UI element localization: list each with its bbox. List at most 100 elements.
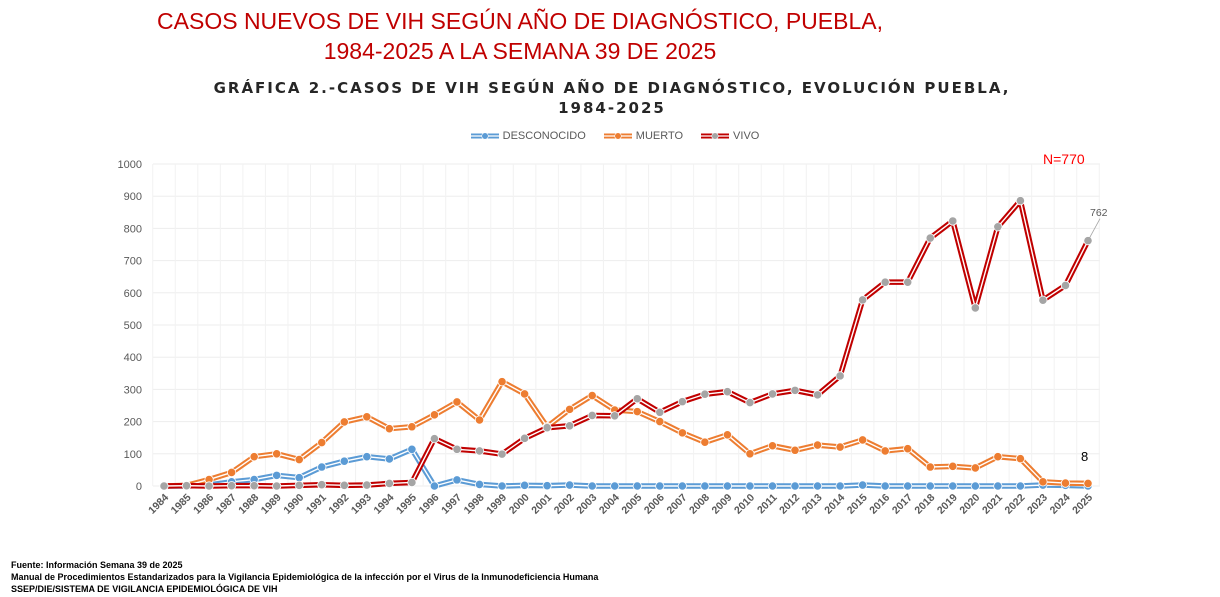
x-tick-label: 1994: [371, 492, 396, 517]
data-point-vivo: [294, 480, 304, 490]
x-tick-label: 2020: [957, 492, 982, 517]
data-point-muerto: [880, 446, 890, 456]
data-point-vivo: [835, 371, 845, 381]
data-point-vivo: [1038, 295, 1048, 305]
x-tick-label: 2011: [755, 492, 780, 517]
x-tick-label: 1988: [236, 492, 261, 517]
data-point-desconocido: [452, 475, 462, 485]
data-point-desconocido: [294, 473, 304, 483]
data-point-desconocido: [497, 481, 507, 491]
x-tick-label: 1992: [326, 492, 351, 517]
data-point-vivo: [452, 444, 462, 454]
data-point-muerto: [677, 428, 687, 438]
data-point-muerto: [1060, 478, 1071, 488]
data-point-muerto: [632, 407, 642, 417]
data-point-vivo: [474, 446, 485, 456]
data-point-vivo: [159, 481, 169, 491]
data-point-vivo: [317, 480, 327, 490]
data-point-muerto: [339, 417, 349, 427]
x-tick-label: 2019: [935, 492, 960, 517]
data-point-muerto: [317, 437, 327, 448]
grid-lines: [152, 163, 1100, 487]
data-point-desconocido: [610, 481, 620, 491]
x-tick-label: 2015: [845, 492, 870, 517]
x-tick-label: 2010: [732, 492, 757, 517]
data-label-vivo-2025: 762: [1090, 207, 1108, 219]
y-tick-label: 500: [124, 320, 142, 332]
legend-item-muerto: MUERTO: [603, 130, 683, 142]
source-footer: Fuente: Información Semana 39 de 2025 Ma…: [11, 559, 598, 595]
x-tick-label: 1985: [169, 492, 194, 517]
data-point-desconocido: [880, 481, 890, 491]
data-point-muerto: [993, 452, 1003, 462]
label-leader-line: [1087, 218, 1101, 241]
x-tick-label: 1984: [146, 492, 171, 517]
x-tick-label: 1999: [484, 492, 509, 517]
data-point-desconocido: [542, 481, 552, 491]
data-point-muerto: [745, 449, 755, 459]
legend-swatch-muerto: [603, 132, 632, 140]
data-point-muerto: [948, 461, 958, 471]
data-point-vivo: [519, 433, 530, 443]
series-desconocido: [159, 444, 1093, 491]
x-axis-ticks: 1984198519861987198819891990199119921993…: [146, 492, 1095, 517]
y-tick-label: 400: [124, 352, 142, 364]
data-point-vivo: [384, 478, 394, 489]
data-point-vivo: [632, 394, 642, 404]
data-point-muerto: [700, 437, 710, 447]
x-tick-label: 1990: [281, 492, 306, 517]
y-tick-label: 800: [124, 223, 142, 235]
y-tick-label: 200: [124, 417, 142, 429]
data-point-desconocido: [272, 470, 282, 480]
data-point-muerto: [858, 435, 868, 445]
y-tick-label: 100: [124, 449, 142, 461]
x-tick-label: 2006: [642, 492, 667, 517]
data-point-vivo: [925, 233, 935, 243]
data-point-vivo: [587, 410, 597, 421]
data-point-muerto: [1015, 454, 1025, 464]
x-tick-label: 1987: [214, 492, 239, 517]
y-tick-label: 0: [136, 481, 142, 493]
legend-swatch-vivo: [701, 132, 730, 140]
x-tick-label: 2004: [597, 492, 622, 517]
x-tick-label: 1997: [439, 492, 464, 517]
data-point-muerto: [294, 454, 304, 465]
y-tick-label: 1000: [118, 159, 142, 171]
y-axis-ticks: 0 100 200 300 400 500 600 700 800 900 1000: [118, 159, 142, 493]
x-tick-label: 2008: [687, 492, 712, 517]
x-tick-label: 2005: [619, 492, 644, 517]
legend-label: VIVO: [733, 130, 760, 142]
series-vivo: [159, 196, 1093, 491]
data-point-desconocido: [835, 481, 845, 491]
x-tick-label: 2007: [664, 492, 689, 517]
chart-legend: DESCONOCIDO MUERTO VIVO: [0, 130, 1220, 142]
x-tick-label: 1993: [349, 492, 374, 517]
x-tick-label: 1998: [462, 492, 487, 517]
data-point-desconocido: [745, 481, 755, 491]
data-point-vivo: [655, 407, 665, 417]
data-point-desconocido: [655, 481, 665, 491]
data-point-muerto: [407, 422, 417, 432]
data-point-vivo: [339, 480, 349, 490]
data-point-muerto: [722, 430, 733, 440]
series-group: [159, 196, 1093, 491]
data-point-desconocido: [948, 481, 958, 491]
x-tick-label: 2003: [574, 492, 599, 517]
data-point-vivo: [880, 277, 890, 287]
footer-source: Fuente: Información Semana 39 de 2025: [11, 560, 183, 570]
x-tick-label: 2024: [1048, 492, 1073, 517]
data-point-desconocido: [767, 481, 778, 491]
data-point-vivo: [700, 389, 710, 399]
x-tick-label: 1986: [191, 492, 216, 517]
data-point-vivo: [429, 434, 440, 444]
data-point-desconocido: [700, 481, 710, 491]
x-tick-label: 2009: [710, 492, 735, 517]
data-point-desconocido: [362, 452, 372, 462]
main-title-line2: 1984-2025 A LA SEMANA 39 DE 2025: [323, 38, 717, 64]
y-tick-label: 300: [124, 384, 142, 396]
data-point-desconocido: [993, 481, 1003, 491]
data-point-muerto: [903, 444, 913, 454]
data-point-muerto: [767, 441, 778, 451]
data-point-muerto: [565, 404, 575, 414]
x-tick-label: 2023: [1025, 492, 1050, 517]
